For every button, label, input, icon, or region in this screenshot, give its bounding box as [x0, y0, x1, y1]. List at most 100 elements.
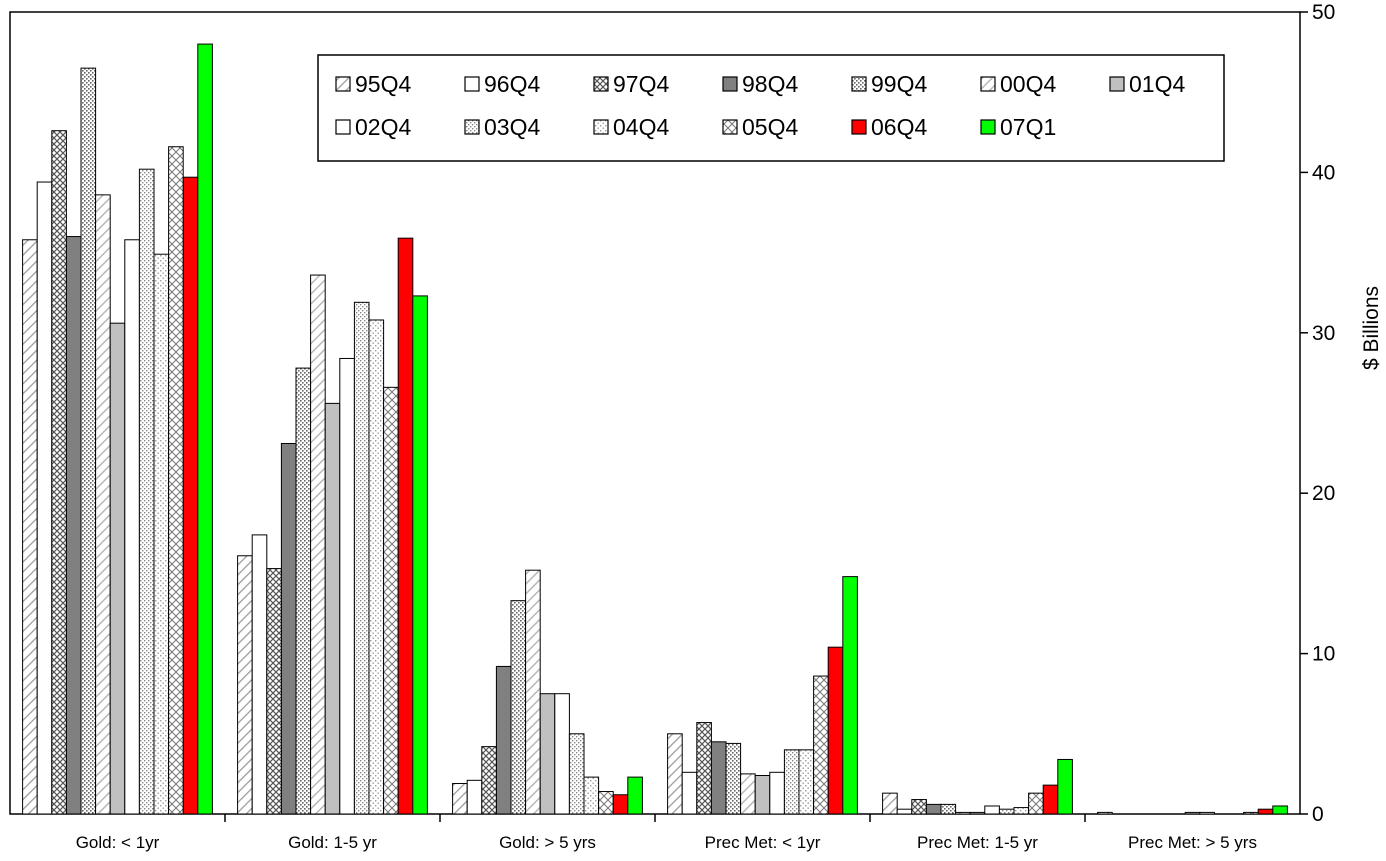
bar-97Q4-2: [481, 746, 497, 815]
bar-00Q4-1: [310, 274, 326, 815]
legend-swatch-06Q4: [851, 119, 867, 135]
bar-02Q4-1: [339, 357, 355, 815]
bar-05Q4-5: [1243, 811, 1259, 815]
bar-97Q4-4: [911, 799, 927, 815]
legend-label-01Q4: 01Q4: [1129, 71, 1185, 97]
y-tick-label: 10: [1312, 643, 1335, 666]
legend-label-97Q4: 97Q4: [613, 71, 669, 97]
bar-01Q4-3: [754, 775, 771, 815]
bar-05Q4-0: [168, 146, 184, 815]
bar-06Q4-3: [827, 646, 844, 815]
x-category-label: Prec Met: > 5 yrs: [1128, 833, 1257, 852]
legend-label-05Q4: 05Q4: [742, 114, 798, 140]
bar-95Q4-4: [882, 792, 898, 815]
x-category-label: Prec Met: 1-5 yr: [917, 833, 1038, 852]
bar-03Q4-0: [138, 168, 155, 815]
bar-01Q4-0: [109, 322, 126, 815]
x-category-label: Gold: < 1yr: [76, 833, 160, 852]
bar-96Q4-3: [681, 771, 698, 815]
legend-label-03Q4: 03Q4: [484, 114, 540, 140]
bar-99Q4-3: [725, 742, 742, 815]
bar-00Q4-2: [525, 569, 541, 815]
bar-02Q4-3: [769, 771, 785, 815]
legend-swatch-95Q4: [335, 76, 351, 92]
bar-06Q4-1: [397, 237, 414, 815]
legend-swatch-98Q4: [722, 76, 738, 92]
bar-06Q4-5: [1257, 808, 1274, 815]
bar-97Q4-0: [51, 130, 67, 815]
legend-label-02Q4: 02Q4: [355, 114, 411, 140]
bar-99Q4-1: [295, 367, 312, 815]
bar-97Q4-1: [266, 568, 282, 815]
bar-96Q4-4: [896, 808, 913, 815]
legend-swatch-04Q4: [593, 119, 609, 135]
bar-06Q4-2: [612, 794, 629, 815]
bar-95Q4-5: [1097, 811, 1113, 815]
y-tick-label: 20: [1312, 482, 1335, 505]
bar-03Q4-4: [998, 808, 1015, 815]
bar-05Q4-4: [1028, 792, 1044, 815]
bar-01Q4-5: [1184, 811, 1201, 815]
bar-95Q4-1: [237, 555, 253, 815]
bar-98Q4-2: [495, 665, 512, 815]
y-tick-label: 40: [1312, 161, 1335, 184]
bar-07Q1-0: [197, 43, 213, 815]
bar-97Q4-3: [696, 722, 712, 815]
bar-07Q1-2: [627, 776, 643, 815]
bar-02Q4-4: [984, 805, 1000, 815]
legend-label-95Q4: 95Q4: [355, 71, 411, 97]
y-tick-label: 0: [1312, 803, 1324, 826]
bar-00Q4-4: [955, 811, 971, 815]
legend-swatch-96Q4: [464, 76, 480, 92]
x-category-label: Prec Met: < 1yr: [705, 833, 821, 852]
bar-95Q4-3: [667, 733, 683, 815]
bar-07Q1-3: [842, 576, 858, 815]
y-tick-label: 30: [1312, 322, 1335, 345]
legend-label-96Q4: 96Q4: [484, 71, 540, 97]
legend-swatch-07Q1: [980, 119, 996, 135]
bar-06Q4-4: [1042, 784, 1059, 815]
bar-96Q4-1: [251, 534, 268, 815]
bar-98Q4-4: [925, 803, 942, 815]
bar-96Q4-0: [36, 181, 53, 815]
bar-04Q4-2: [583, 776, 600, 815]
bar-00Q4-3: [740, 773, 756, 815]
legend-swatch-01Q4: [1109, 76, 1125, 92]
bar-99Q4-4: [940, 803, 957, 815]
bar-06Q4-0: [182, 176, 199, 815]
bar-07Q1-4: [1057, 758, 1073, 815]
bar-02Q4-0: [124, 239, 140, 815]
bar-95Q4-2: [452, 783, 468, 815]
y-axis-label: $ Billions: [1360, 286, 1383, 370]
legend-label-04Q4: 04Q4: [613, 114, 669, 140]
legend-label-99Q4: 99Q4: [871, 71, 927, 97]
bar-05Q4-2: [598, 791, 614, 815]
bar-98Q4-3: [710, 741, 727, 815]
bar-05Q4-3: [813, 675, 829, 815]
bar-07Q1-5: [1272, 805, 1288, 815]
legend-label-00Q4: 00Q4: [1000, 71, 1056, 97]
bar-99Q4-2: [510, 600, 527, 815]
legend-label-98Q4: 98Q4: [742, 71, 798, 97]
bar-03Q4-3: [783, 749, 800, 815]
bar-98Q4-1: [280, 442, 297, 815]
bar-03Q4-1: [353, 301, 370, 815]
bar-03Q4-2: [568, 733, 585, 815]
bar-05Q4-1: [383, 386, 399, 815]
legend-swatch-97Q4: [593, 76, 609, 92]
bar-99Q4-0: [80, 67, 97, 815]
bar-02Q4-2: [554, 693, 570, 815]
legend-swatch-00Q4: [980, 76, 996, 92]
bar-04Q4-4: [1013, 807, 1030, 815]
legend-swatch-02Q4: [335, 119, 351, 135]
x-category-label: Gold: 1-5 yr: [288, 833, 377, 852]
bar-96Q4-2: [466, 779, 483, 815]
legend-swatch-03Q4: [464, 119, 480, 135]
y-tick-label: 50: [1312, 1, 1335, 24]
bar-01Q4-4: [969, 811, 986, 815]
bar-04Q4-1: [368, 319, 385, 815]
bar-04Q4-0: [153, 253, 170, 815]
bar-02Q4-5: [1199, 811, 1215, 815]
